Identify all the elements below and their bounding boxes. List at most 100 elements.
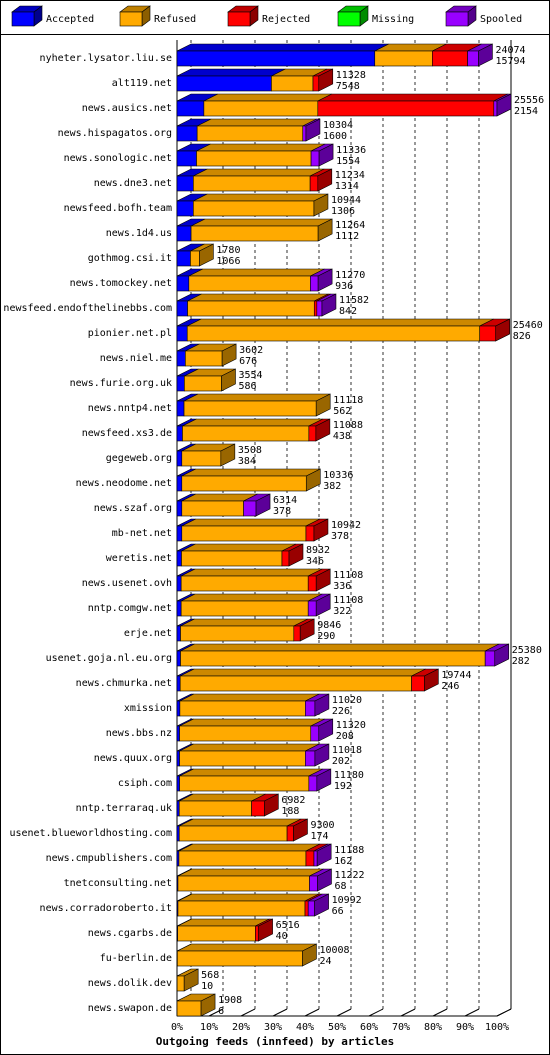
- bar-annotation: 9846: [317, 620, 341, 631]
- bar-annotation: 11320: [336, 720, 366, 731]
- bar-front: [176, 700, 181, 717]
- bar-segment: [181, 468, 321, 492]
- bar-segment: [374, 43, 447, 67]
- legend-label: Refused: [154, 14, 196, 25]
- x-tick-label: 80%: [424, 1022, 442, 1033]
- bar-annotation: 174: [310, 831, 328, 842]
- bar-front: [176, 825, 180, 842]
- category-label: newsfeed.endofthelinebbs.com: [3, 303, 172, 314]
- x-tick: [368, 1008, 384, 1017]
- bar-annotation: 6: [218, 1006, 224, 1017]
- bar-annotation: 2154: [514, 106, 538, 117]
- bar-front: [467, 50, 479, 67]
- bar-annotation: 11118: [333, 395, 363, 406]
- category-label: news.szaf.org: [94, 503, 172, 514]
- bar-front: [309, 175, 319, 192]
- bar-annotation: 11582: [339, 295, 369, 306]
- bar-top: [176, 68, 286, 77]
- category-label: gegeweb.org: [106, 453, 172, 464]
- bar-segment: [186, 318, 494, 342]
- bar-front: [178, 850, 307, 867]
- category-label: news.dolik.dev: [88, 978, 172, 989]
- legend-swatch: [119, 11, 143, 27]
- legend-label: Missing: [372, 14, 414, 25]
- category-label: news.sonologic.net: [64, 153, 172, 164]
- bar-front: [176, 550, 182, 567]
- bar-front: [479, 325, 497, 342]
- bar-front: [176, 750, 180, 767]
- bar-segment: [193, 193, 329, 217]
- bar-top: [179, 793, 266, 802]
- bar-front: [176, 575, 182, 592]
- bar-segment: [182, 418, 323, 442]
- bar-side: [318, 718, 334, 742]
- category-label: news.niel.me: [100, 353, 172, 364]
- bar-front: [310, 725, 320, 742]
- bar-top: [177, 893, 320, 902]
- bar-annotation: 25460: [513, 320, 543, 331]
- category-label: weretis.net: [106, 553, 172, 564]
- bar-side: [258, 918, 273, 942]
- bar-segment: [188, 268, 325, 292]
- bar-top: [177, 943, 317, 952]
- bar-segment: [196, 143, 326, 167]
- category-label: news.1d4.us: [106, 228, 172, 239]
- bar-top: [183, 393, 331, 402]
- bar-front: [484, 650, 496, 667]
- bar-front: [177, 900, 306, 917]
- bar-segment: [177, 893, 320, 917]
- bar-front: [190, 225, 319, 242]
- category-label: mb-net.net: [112, 528, 172, 539]
- bar-annotation: 10336: [323, 470, 353, 481]
- bar-side: [314, 743, 330, 767]
- x-tick-label: 30%: [264, 1022, 282, 1033]
- bar-annotation: 1306: [331, 206, 355, 217]
- bar-top: [178, 843, 321, 852]
- category-label: news.cgarbs.de: [88, 928, 172, 939]
- bar-front: [176, 475, 183, 492]
- bar-top: [197, 118, 317, 127]
- category-label: newsfeed.bofh.team: [64, 203, 172, 214]
- x-tick: [464, 1008, 480, 1017]
- bar-front: [176, 250, 191, 267]
- x-tick: [304, 1008, 320, 1017]
- bar-side: [302, 943, 317, 967]
- bar-annotation: 1600: [323, 131, 347, 142]
- bar-top: [203, 93, 332, 102]
- bar-front: [176, 425, 183, 442]
- bar-annotation: 208: [336, 731, 354, 742]
- bar-top: [181, 468, 321, 477]
- bar-annotation: 10942: [331, 520, 361, 531]
- bar-front: [176, 775, 180, 792]
- bar-segment: [180, 568, 323, 592]
- bar-side: [478, 43, 493, 67]
- bar-front: [243, 500, 257, 517]
- bar-annotation: 378: [331, 531, 349, 542]
- bar-front: [179, 700, 306, 717]
- bar-annotation: 246: [441, 681, 459, 692]
- bar-segment: [181, 443, 235, 467]
- bar-side: [318, 143, 334, 167]
- category-label: alt119.net: [112, 78, 172, 89]
- bar-front: [176, 275, 190, 292]
- legend-item: Refused: [119, 5, 196, 27]
- bar-front: [179, 675, 412, 692]
- bar-front: [176, 200, 194, 217]
- bar-front: [286, 825, 294, 842]
- bar-annotation: 11336: [336, 145, 366, 156]
- bar-segment: [181, 543, 297, 567]
- category-label: gothmog.csi.it: [88, 253, 172, 264]
- category-label: xmission: [124, 703, 172, 714]
- bar-annotation: 6982: [281, 795, 305, 806]
- bar-annotation: 162: [334, 856, 352, 867]
- bar-side: [305, 118, 321, 142]
- bar-side: [314, 693, 330, 717]
- bar-front: [305, 700, 316, 717]
- bar-front: [308, 425, 317, 442]
- bar-front: [313, 300, 318, 317]
- bar-annotation: 378: [273, 506, 291, 517]
- bar-front: [310, 275, 319, 292]
- bar-front: [179, 750, 306, 767]
- bar-top: [196, 143, 326, 152]
- bar-side: [293, 818, 308, 842]
